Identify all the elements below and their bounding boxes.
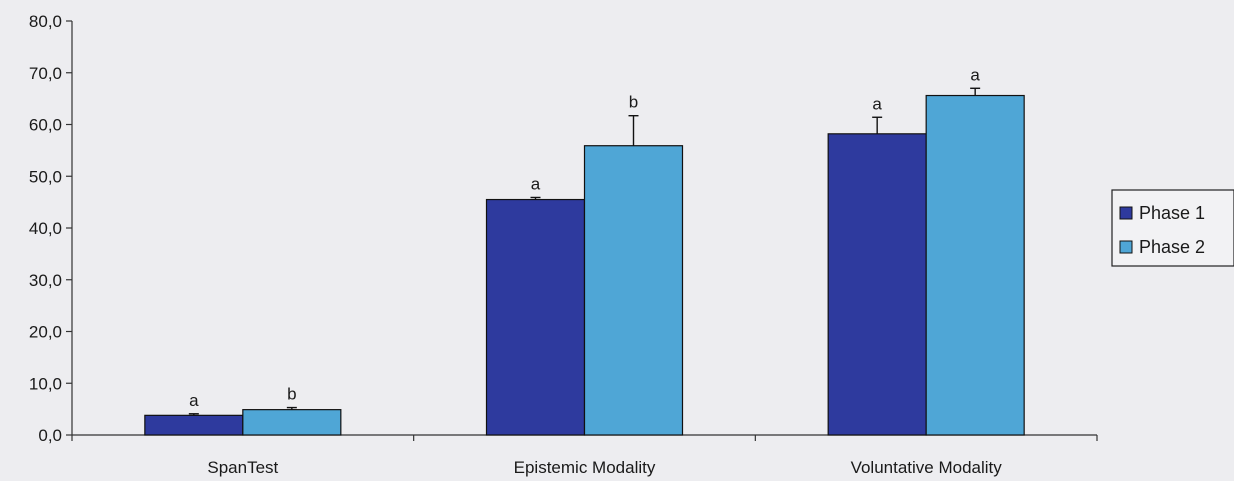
significance-label: a bbox=[872, 94, 882, 113]
y-tick-label: 40,0 bbox=[29, 219, 62, 238]
legend-swatch bbox=[1120, 241, 1132, 253]
significance-label: b bbox=[287, 385, 296, 404]
bar bbox=[487, 200, 585, 435]
y-tick-label: 30,0 bbox=[29, 271, 62, 290]
y-tick-label: 60,0 bbox=[29, 116, 62, 135]
bar bbox=[145, 415, 243, 435]
significance-label: a bbox=[189, 391, 199, 410]
x-category-label: SpanTest bbox=[207, 458, 278, 477]
bar bbox=[585, 146, 683, 435]
bar bbox=[926, 96, 1024, 435]
legend: Phase 1 Phase 2 bbox=[1112, 190, 1234, 266]
significance-label: a bbox=[970, 65, 980, 84]
y-tick-label: 70,0 bbox=[29, 64, 62, 83]
significance-label: a bbox=[531, 174, 541, 193]
plot-area: 0,0 10,0 20,0 30,0 40,0 50,0 60,0 70,0 80,0 SpanT… bbox=[29, 12, 1097, 477]
y-tick-label: 20,0 bbox=[29, 323, 62, 342]
legend-label: Phase 2 bbox=[1139, 237, 1205, 257]
y-tick-label: 80,0 bbox=[29, 12, 62, 31]
bar bbox=[828, 134, 926, 435]
significance-label: b bbox=[629, 93, 638, 112]
legend-swatch bbox=[1120, 207, 1132, 219]
legend-label: Phase 1 bbox=[1139, 203, 1205, 223]
bar bbox=[243, 410, 341, 435]
y-tick-label: 50,0 bbox=[29, 167, 62, 186]
x-category-label: Voluntative Modality bbox=[851, 458, 1003, 477]
x-category-label: Epistemic Modality bbox=[514, 458, 656, 477]
y-tick-label: 10,0 bbox=[29, 374, 62, 393]
y-tick-label: 0,0 bbox=[38, 426, 62, 445]
